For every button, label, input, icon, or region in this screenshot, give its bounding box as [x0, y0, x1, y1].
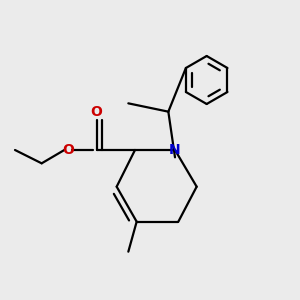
Text: O: O	[62, 143, 74, 157]
Text: N: N	[169, 143, 181, 157]
Text: O: O	[91, 105, 103, 119]
